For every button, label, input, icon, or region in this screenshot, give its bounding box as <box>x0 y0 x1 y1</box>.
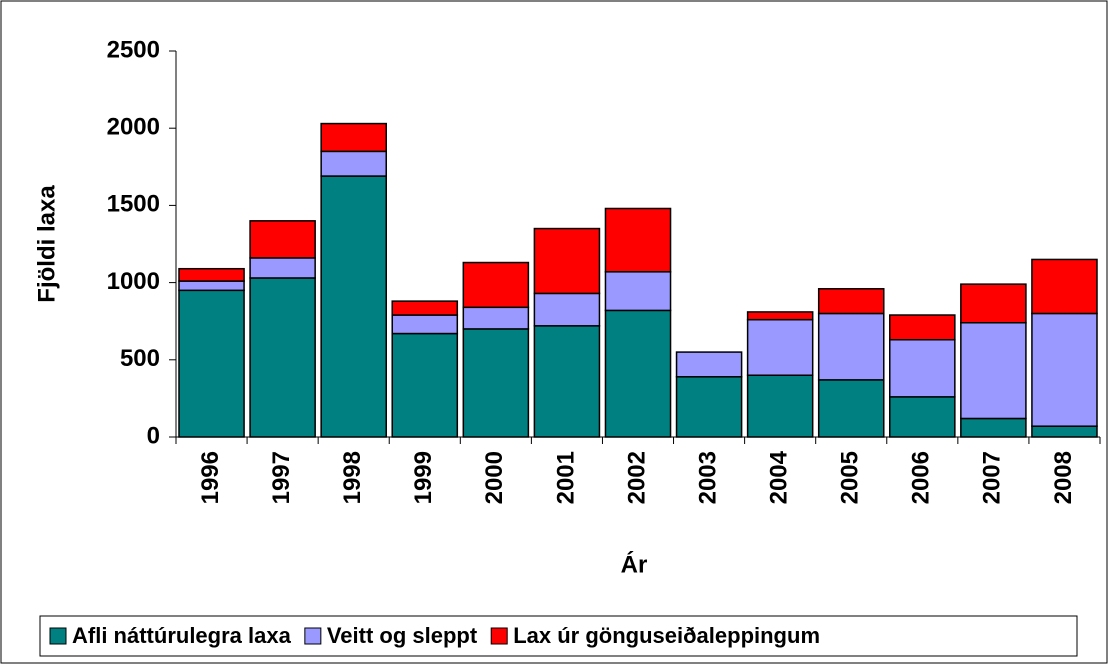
x-tick-label: 2003 <box>694 451 721 504</box>
bar <box>249 277 316 438</box>
bar <box>533 227 601 295</box>
legend <box>39 615 1078 657</box>
x-tick-label: 1998 <box>339 451 366 504</box>
bar <box>746 311 814 321</box>
x-tick-label: 1996 <box>197 451 224 504</box>
legend-label: Afli náttúrulegra laxa <box>72 623 292 648</box>
bar <box>320 150 387 177</box>
x-tick-label: 2000 <box>481 451 508 504</box>
bar <box>533 292 601 327</box>
legend-label: Veitt og sleppt <box>327 623 478 648</box>
x-tick-label: 2002 <box>623 451 650 504</box>
x-tick-label: 2007 <box>979 451 1006 504</box>
bar <box>746 374 814 438</box>
x-tick-label: 2001 <box>552 451 579 504</box>
bar <box>391 300 459 316</box>
bar <box>1031 312 1098 427</box>
bar <box>178 280 245 292</box>
bar <box>960 417 1027 438</box>
y-tick-label: 2500 <box>107 36 160 63</box>
bar <box>889 396 956 438</box>
y-tick-label: 500 <box>120 345 160 372</box>
bar <box>889 314 956 341</box>
x-tick-label: 1997 <box>268 451 295 504</box>
bar <box>817 288 885 315</box>
bar <box>249 220 316 259</box>
y-axis-label: Fjöldi laxa <box>33 185 60 303</box>
y-tick-label: 0 <box>147 422 160 449</box>
bar <box>462 261 530 309</box>
bar <box>746 318 814 376</box>
bar <box>604 271 672 312</box>
bar <box>675 376 743 438</box>
legend-swatch <box>490 627 508 645</box>
bar <box>249 257 316 279</box>
bar <box>178 267 245 282</box>
legend-swatch <box>304 627 322 645</box>
x-tick-label: 2006 <box>908 451 935 504</box>
bar <box>320 175 387 438</box>
bar <box>817 379 885 438</box>
bar <box>462 306 530 330</box>
bar <box>1031 425 1098 438</box>
bar <box>604 309 672 438</box>
bar <box>462 328 530 438</box>
y-tick-label: 1000 <box>107 268 160 295</box>
legend-swatch <box>49 627 67 645</box>
y-tick-label: 2000 <box>107 114 160 141</box>
y-tick-label: 1500 <box>107 191 160 218</box>
bar <box>320 122 387 153</box>
x-tick-label: 2005 <box>837 451 864 504</box>
bar <box>960 283 1027 324</box>
x-tick-label: 1999 <box>410 451 437 504</box>
bar <box>889 338 956 398</box>
legend-label: Lax úr gönguseiðaleppingum <box>513 623 820 648</box>
bar <box>675 351 743 378</box>
bar <box>533 325 601 438</box>
bar <box>391 332 459 438</box>
bar <box>817 312 885 381</box>
x-tick-label: 2004 <box>765 450 792 504</box>
bar <box>178 289 245 438</box>
bar <box>960 321 1027 420</box>
bar <box>391 314 459 335</box>
bar <box>1031 258 1098 315</box>
x-axis-label: Ár <box>621 550 648 578</box>
bar <box>604 207 672 273</box>
x-tick-label: 2008 <box>1050 451 1077 504</box>
